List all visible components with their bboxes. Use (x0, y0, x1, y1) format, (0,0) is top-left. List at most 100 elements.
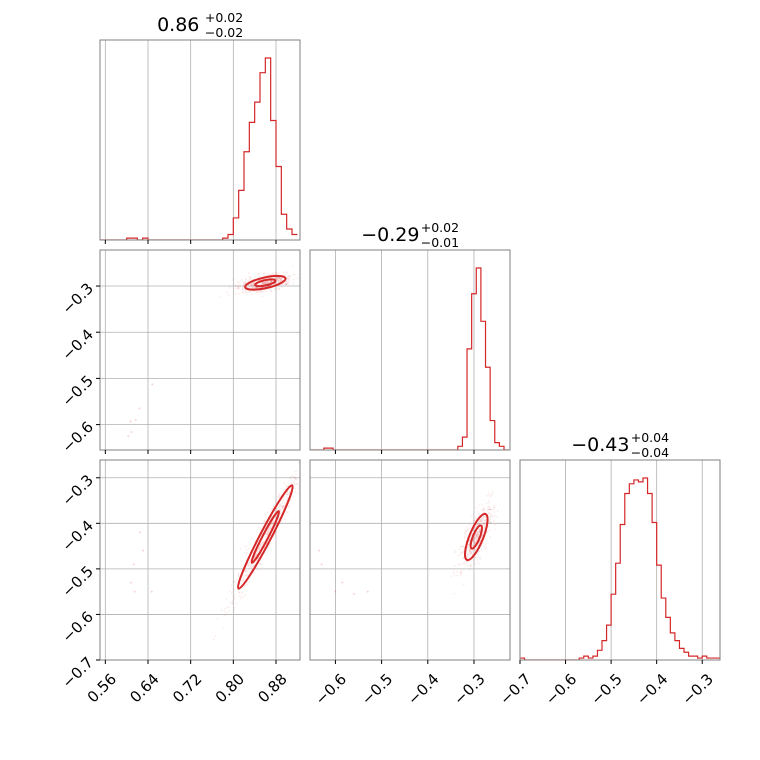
histogram-bar (629, 484, 634, 660)
sample-point (242, 285, 245, 288)
sample-point (289, 275, 291, 278)
sample-point (468, 543, 471, 546)
sample-point (240, 597, 242, 599)
outlier-point (132, 563, 135, 566)
sample-point (489, 521, 491, 524)
sample-point (263, 282, 265, 285)
sample-point (278, 508, 281, 511)
sample-point (264, 535, 267, 538)
sample-point (238, 591, 240, 594)
sample-point (252, 285, 255, 287)
sample-point (474, 534, 476, 537)
sample-point (476, 537, 478, 539)
sample-point (270, 526, 273, 529)
sample-point (261, 282, 264, 285)
sample-point (266, 532, 269, 535)
sample-point (233, 580, 236, 583)
sample-point (480, 519, 482, 522)
sample-point (288, 505, 290, 508)
sample-point (267, 282, 270, 284)
sample-point (475, 539, 477, 542)
sample-point (258, 548, 260, 550)
sample-point (277, 279, 280, 282)
x-tick-label: −0.3 (450, 670, 488, 708)
sample-point (263, 290, 265, 293)
sample-point (474, 549, 477, 552)
sample-point (289, 490, 291, 493)
sample-point (250, 283, 253, 286)
sample-point (278, 517, 280, 519)
sample-point (470, 552, 473, 555)
sample-point (258, 549, 260, 552)
sample-point (228, 286, 231, 288)
sample-point (227, 294, 230, 296)
sample-point (241, 579, 244, 582)
sample-point (294, 490, 297, 493)
sample-point (277, 281, 280, 283)
sample-point (245, 290, 247, 293)
sample-point (281, 283, 284, 285)
sample-point (250, 283, 253, 286)
sample-point (279, 279, 282, 282)
sample-point (307, 456, 309, 458)
sample-point (468, 543, 470, 545)
sample-point (269, 280, 272, 283)
sample-point (487, 526, 490, 528)
sample-point (479, 528, 482, 531)
sample-point (282, 507, 285, 509)
sample-point (279, 277, 281, 280)
sample-point (495, 515, 498, 518)
sample-point (476, 532, 479, 535)
param-title-minus: −0.04 (631, 445, 669, 460)
outlier-point (138, 407, 141, 410)
sample-point (274, 510, 277, 513)
sample-point (469, 551, 472, 554)
sample-point (245, 548, 248, 551)
sample-point (477, 533, 480, 535)
sample-point (266, 281, 269, 283)
sample-point (487, 505, 490, 508)
sample-point (472, 550, 474, 552)
sample-point (267, 527, 270, 529)
sample-point (468, 539, 471, 542)
sample-point (486, 508, 489, 511)
sample-point (477, 532, 479, 535)
sample-point (485, 518, 487, 521)
sample-point (479, 528, 481, 531)
sample-point (292, 265, 294, 268)
sample-point (457, 554, 460, 557)
sample-point (458, 548, 461, 551)
grid-lines (310, 460, 510, 661)
sample-point (459, 571, 462, 574)
sample-point (482, 507, 485, 510)
sample-point (473, 536, 476, 539)
histogram-bar (607, 625, 612, 660)
sample-point (243, 585, 246, 588)
sample-point (479, 518, 481, 521)
sample-point (225, 597, 228, 600)
panel-frame (519, 459, 721, 661)
sample-point (232, 278, 235, 281)
sample-point (284, 518, 286, 521)
sample-point (263, 273, 265, 276)
sample-point (278, 505, 280, 508)
sample-point (473, 539, 475, 541)
sample-point (294, 477, 297, 480)
sample-point (484, 516, 487, 519)
sample-point (293, 482, 296, 485)
sample-point (296, 482, 298, 485)
sample-point (272, 507, 274, 509)
x-tick-label: −0.7 (496, 670, 534, 708)
sample-point (280, 278, 283, 281)
sample-point (478, 530, 481, 533)
sample-point (256, 550, 258, 553)
sample-point (284, 274, 286, 277)
sample-point (484, 537, 486, 540)
sample-point (469, 549, 471, 551)
sample-point (261, 283, 264, 285)
sample-point (474, 533, 477, 536)
sample-point (247, 562, 250, 565)
sample-point (468, 551, 471, 553)
sample-point (474, 533, 477, 536)
sample-point (271, 524, 273, 527)
